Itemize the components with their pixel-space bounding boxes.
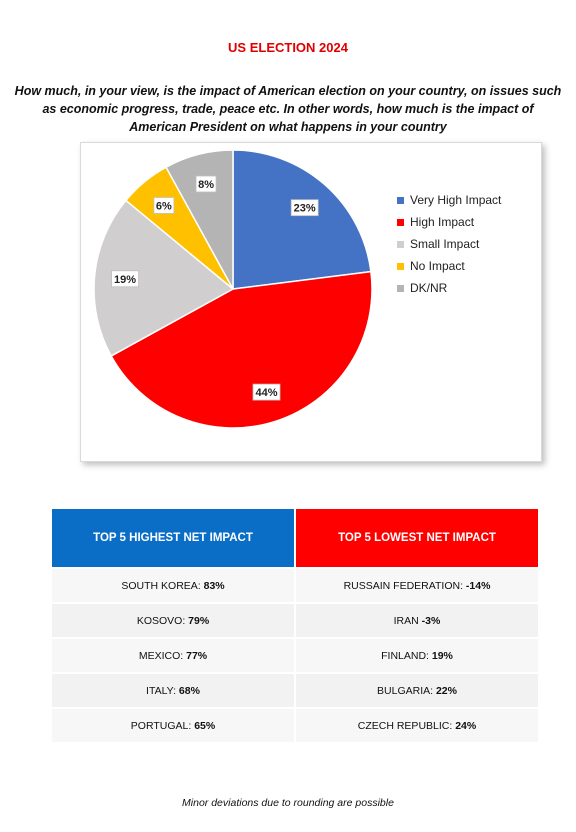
legend-item: Small Impact: [397, 233, 501, 255]
pie-data-label-box: [290, 199, 319, 217]
country-value: 24%: [455, 719, 477, 732]
country-name: BULGARIA:: [377, 684, 436, 697]
legend-label: DK/NR: [410, 281, 448, 295]
page-title: US ELECTION 2024: [228, 40, 348, 55]
country-value: 65%: [194, 719, 216, 732]
pie-data-label-box: [111, 270, 139, 288]
country-name: SOUTH KOREA:: [121, 579, 204, 592]
pie-data-label: 44%: [252, 383, 281, 401]
pie-data-label-text: 19%: [114, 274, 136, 286]
table-row: MEXICO: 77% FINLAND: 19%: [52, 637, 538, 673]
survey-question: How much, in your view, is the impact of…: [14, 84, 562, 134]
lowest-cell: CZECH REPUBLIC: 24%: [295, 707, 538, 742]
legend-swatch: [397, 240, 404, 248]
country-name: ITALY:: [146, 684, 179, 697]
country-value: 79%: [188, 614, 210, 627]
legend-label: High Impact: [410, 215, 475, 229]
footnote: Minor deviations due to rounding are pos…: [182, 797, 394, 809]
chart-legend: Very High Impact High Impact Small Impac…: [397, 189, 501, 299]
highest-cell: SOUTH KOREA: 83%: [52, 567, 296, 603]
lowest-cell: BULGARIA: 22%: [295, 672, 538, 708]
pie-chart-frame: 23% 44% 19% 6% 8% Very High Impact High Impa…: [80, 142, 542, 462]
pie-slice-small-impact: [93, 199, 235, 357]
lowest-cell: FINLAND: 19%: [295, 637, 538, 673]
country-name: FINLAND:: [381, 649, 432, 662]
legend-item: DK/NR: [397, 277, 501, 299]
pie-data-label-text: 6%: [156, 200, 172, 212]
table-row: ITALY: 68% BULGARIA: 22%: [52, 672, 538, 708]
country-name: RUSSAIN FEDERATION:: [343, 579, 466, 592]
legend-swatch: [397, 196, 404, 204]
pie-data-label-box: [252, 383, 281, 401]
country-value: 22%: [435, 684, 457, 697]
pie-slice-very-high-impact: [232, 149, 372, 290]
country-name: CZECH REPUBLIC:: [357, 719, 456, 732]
pie-data-label-text: 44%: [255, 387, 277, 399]
highest-cell: KOSOVO: 79%: [52, 602, 296, 638]
legend-label: No Impact: [410, 259, 465, 273]
legend-swatch: [397, 218, 404, 226]
country-name: MEXICO:: [138, 649, 187, 662]
table-row: PORTUGAL: 65% CZECH REPUBLIC: 24%: [52, 707, 538, 742]
table-row: SOUTH KOREA: 83% RUSSAIN FEDERATION: -14…: [52, 567, 538, 603]
table-row: KOSOVO: 79% IRAN -3%: [52, 602, 538, 638]
pie-data-label-text: 8%: [198, 179, 214, 191]
legend-item: No Impact: [397, 255, 501, 277]
lowest-cell: IRAN -3%: [295, 602, 538, 638]
pie-data-label-box: [153, 197, 175, 214]
pie-data-label: 19%: [111, 270, 139, 288]
legend-label: Very High Impact: [410, 193, 502, 207]
pie-data-label: 6%: [153, 197, 175, 214]
net-impact-table: TOP 5 HIGHEST NET IMPACT TOP 5 LOWEST NE…: [52, 509, 538, 742]
highest-cell: ITALY: 68%: [52, 672, 296, 708]
legend-item: Very High Impact: [397, 189, 501, 211]
country-value: 77%: [186, 649, 208, 662]
country-name: PORTUGAL:: [130, 719, 195, 732]
country-name: KOSOVO:: [136, 614, 189, 627]
lowest-header: TOP 5 LOWEST NET IMPACT: [295, 509, 538, 568]
country-value: -14%: [465, 579, 491, 592]
legend-swatch: [397, 262, 404, 270]
highest-cell: MEXICO: 77%: [52, 637, 296, 673]
pie-data-label-box: [195, 175, 217, 193]
country-value: -3%: [421, 614, 441, 627]
country-value: 19%: [431, 649, 453, 662]
legend-swatch: [397, 284, 404, 292]
country-name: IRAN: [393, 614, 422, 627]
pie-data-label: 8%: [195, 175, 217, 193]
country-value: 83%: [203, 579, 225, 592]
country-value: 68%: [178, 684, 200, 697]
pie-data-label-text: 23%: [294, 203, 316, 215]
legend-label: Small Impact: [410, 237, 480, 251]
lowest-cell: RUSSAIN FEDERATION: -14%: [295, 567, 538, 603]
highest-cell: PORTUGAL: 65%: [52, 707, 296, 742]
legend-item: High Impact: [397, 211, 501, 233]
pie-chart: 23% 44% 19% 6% 8%: [93, 149, 373, 429]
highest-header: TOP 5 HIGHEST NET IMPACT: [52, 509, 296, 568]
pie-slice-high-impact: [110, 270, 373, 429]
pie-data-label: 23%: [290, 199, 319, 217]
